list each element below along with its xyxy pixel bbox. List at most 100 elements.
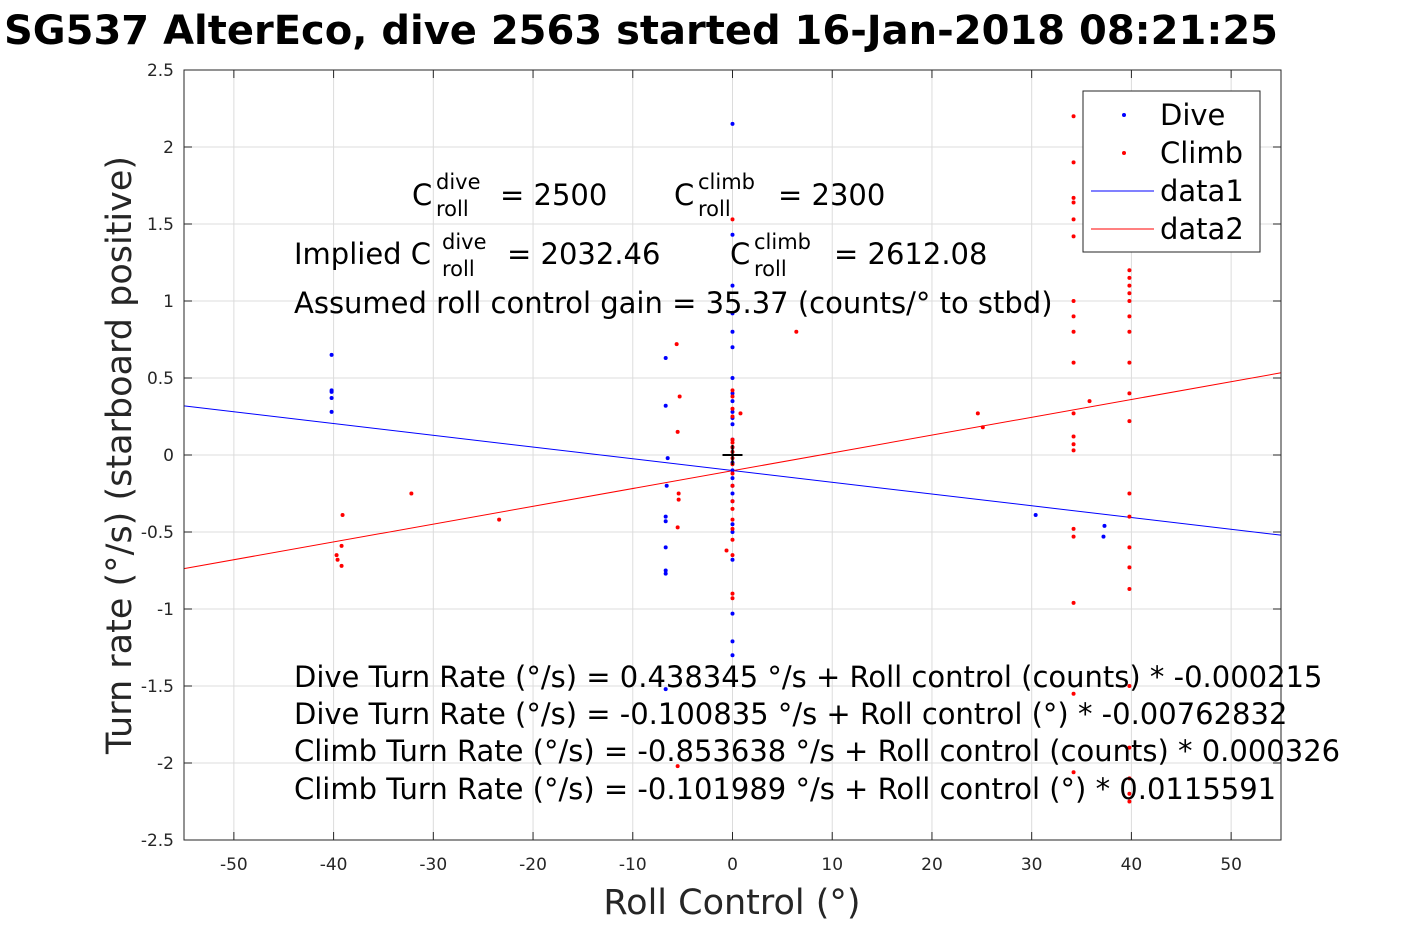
climb-point: [677, 394, 682, 399]
dive-point: [329, 409, 334, 414]
dive-point: [730, 283, 735, 288]
y-tick-label: -0.5: [141, 523, 174, 543]
climb-point: [1071, 299, 1076, 303]
dive-point: [663, 571, 668, 576]
climb-point: [1127, 545, 1132, 550]
climb-point: [1127, 360, 1132, 365]
x-tick-label: -40: [320, 855, 348, 875]
dive-point: [730, 522, 735, 527]
svg-text:roll: roll: [442, 257, 475, 281]
svg-text:= 2300: = 2300: [778, 178, 885, 212]
svg-text:C: C: [674, 178, 694, 212]
y-tick-label: 0: [163, 446, 174, 466]
x-tick-label: 50: [1220, 855, 1242, 875]
climb-point: [730, 517, 735, 522]
dive-point: [1101, 534, 1106, 539]
svg-text:roll: roll: [436, 197, 469, 221]
svg-text:= 2032.46: = 2032.46: [507, 237, 660, 271]
dive-point: [730, 329, 735, 334]
climb-point: [738, 411, 743, 416]
dive-point: [730, 611, 735, 616]
climb-point: [1127, 314, 1132, 319]
climb-point: [730, 217, 735, 222]
climb-point: [730, 499, 735, 504]
climb-point: [1127, 586, 1132, 591]
climb-point: [1127, 299, 1132, 303]
climb-point: [1127, 791, 1132, 796]
y-tick-label: 1: [163, 292, 174, 312]
dive-point: [730, 391, 735, 396]
climb-point: [1071, 534, 1076, 539]
dive-point: [665, 456, 670, 461]
chart-title: SG537 AlterEco, dive 2563 started 16-Jan…: [4, 8, 1278, 54]
climb-point: [497, 517, 502, 522]
climb-point: [730, 414, 735, 419]
plot-frame: [183, 69, 1282, 841]
legend-label-data2: data2: [1160, 212, 1244, 246]
dive-point: [730, 232, 735, 237]
x-tick-label: 0: [727, 855, 738, 875]
dive-point: [730, 557, 735, 562]
climb-point: [730, 471, 735, 476]
annotation-implied-climb: C climb roll = 2612.08: [730, 230, 987, 281]
climb-point: [1071, 360, 1076, 365]
y-tick-label: -1: [157, 600, 174, 620]
svg-text:dive: dive: [436, 170, 481, 194]
climb-point: [675, 429, 680, 434]
climb-point: [339, 563, 344, 568]
dive-point: [730, 376, 735, 380]
dive-point: [730, 311, 735, 316]
climb-point: [1127, 684, 1132, 688]
climb-point: [1071, 411, 1076, 416]
dive-point: [730, 345, 735, 350]
dive-point: [663, 687, 668, 692]
climb-point: [1127, 391, 1132, 396]
y-axis-label: Turn rate (°/s) (starboard positive): [100, 156, 140, 755]
climb-point: [730, 483, 735, 488]
dive-point: [663, 568, 668, 573]
climb-point: [675, 764, 680, 769]
annotation-equation-1: Dive Turn Rate (°/s) = 0.438345 °/s + Ro…: [294, 660, 1322, 694]
dive-point: [730, 639, 735, 644]
climb-point: [1071, 526, 1076, 531]
climb-point: [1071, 329, 1076, 334]
y-tick-label: -2: [157, 754, 174, 774]
climb-point: [730, 437, 735, 442]
y-tick-label: 1.5: [147, 215, 174, 235]
x-tick-label: -30: [419, 855, 447, 875]
dive-point: [663, 514, 668, 519]
dive-point: [663, 403, 668, 408]
climb-point: [1071, 314, 1076, 319]
climb-point: [1071, 434, 1076, 439]
origin-marker: [722, 445, 743, 465]
dive-point: [1033, 513, 1038, 518]
y-tick-label: -2.5: [141, 831, 174, 851]
climb-point: [730, 553, 735, 558]
annotation-implied-dive: Implied C dive roll = 2032.46: [294, 230, 660, 281]
climb-point: [730, 440, 735, 445]
climb-point: [724, 548, 729, 553]
svg-text:climb: climb: [698, 170, 755, 194]
x-tick-label: -50: [220, 855, 248, 875]
y-tick-labels: 2.5 2 1.5 1 0.5 0 -0.5 -1 -1.5 -2 -2.5: [141, 61, 174, 851]
climb-point: [730, 596, 735, 601]
svg-text:roll: roll: [698, 197, 731, 221]
legend-marker-dive: [1122, 113, 1126, 117]
climb-point: [409, 491, 414, 496]
climb-point: [1071, 442, 1076, 447]
legend-label-dive: Dive: [1160, 98, 1225, 132]
climb-point: [1127, 275, 1132, 280]
climb-point: [1127, 491, 1132, 496]
annotation-gain: Assumed roll control gain = 35.37 (count…: [294, 286, 1053, 320]
dive-point: [329, 352, 334, 357]
climb-point: [1071, 691, 1076, 696]
climb-point: [335, 557, 340, 562]
climb-point: [1071, 234, 1076, 239]
climb-point: [1087, 399, 1092, 404]
climb-point: [730, 591, 735, 596]
climb-point: [980, 425, 985, 430]
dive-point: [663, 519, 668, 524]
svg-text:dive: dive: [442, 230, 487, 254]
x-tick-label: 40: [1121, 855, 1143, 875]
climb-point: [1071, 217, 1076, 222]
